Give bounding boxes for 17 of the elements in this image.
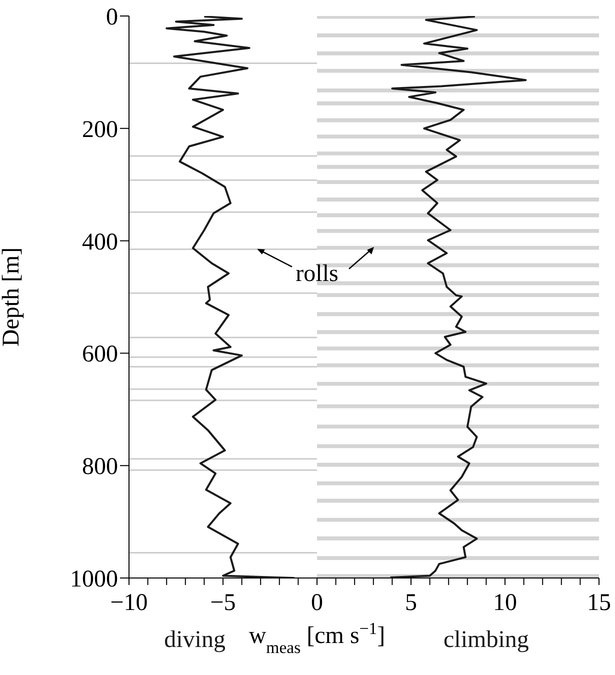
x-tick-label: 5 — [405, 590, 417, 616]
y-tick-label: 1000 — [70, 566, 118, 593]
y-tick-label: 600 — [82, 342, 118, 368]
y-tick-label: 800 — [82, 454, 118, 480]
x-axis-title: w$_{meas}$ [cm s$^{−1}$] — [248, 618, 386, 656]
x-tick-label: 0 — [311, 590, 323, 616]
y-tick-label: 200 — [82, 116, 118, 143]
text: climbing — [444, 627, 529, 653]
y-axis-title: Depth [m] — [0, 247, 25, 347]
annotation: rolls — [296, 260, 338, 287]
text: diving — [164, 627, 226, 653]
x-tick-label: 15 — [587, 590, 611, 616]
y-tick-label: 400 — [82, 229, 118, 256]
x-tick-label: −10 — [110, 590, 148, 616]
x-tick-label: −5 — [210, 590, 236, 616]
y-tick-label: 0 — [106, 4, 118, 31]
x-tick-label: 10 — [493, 590, 517, 616]
